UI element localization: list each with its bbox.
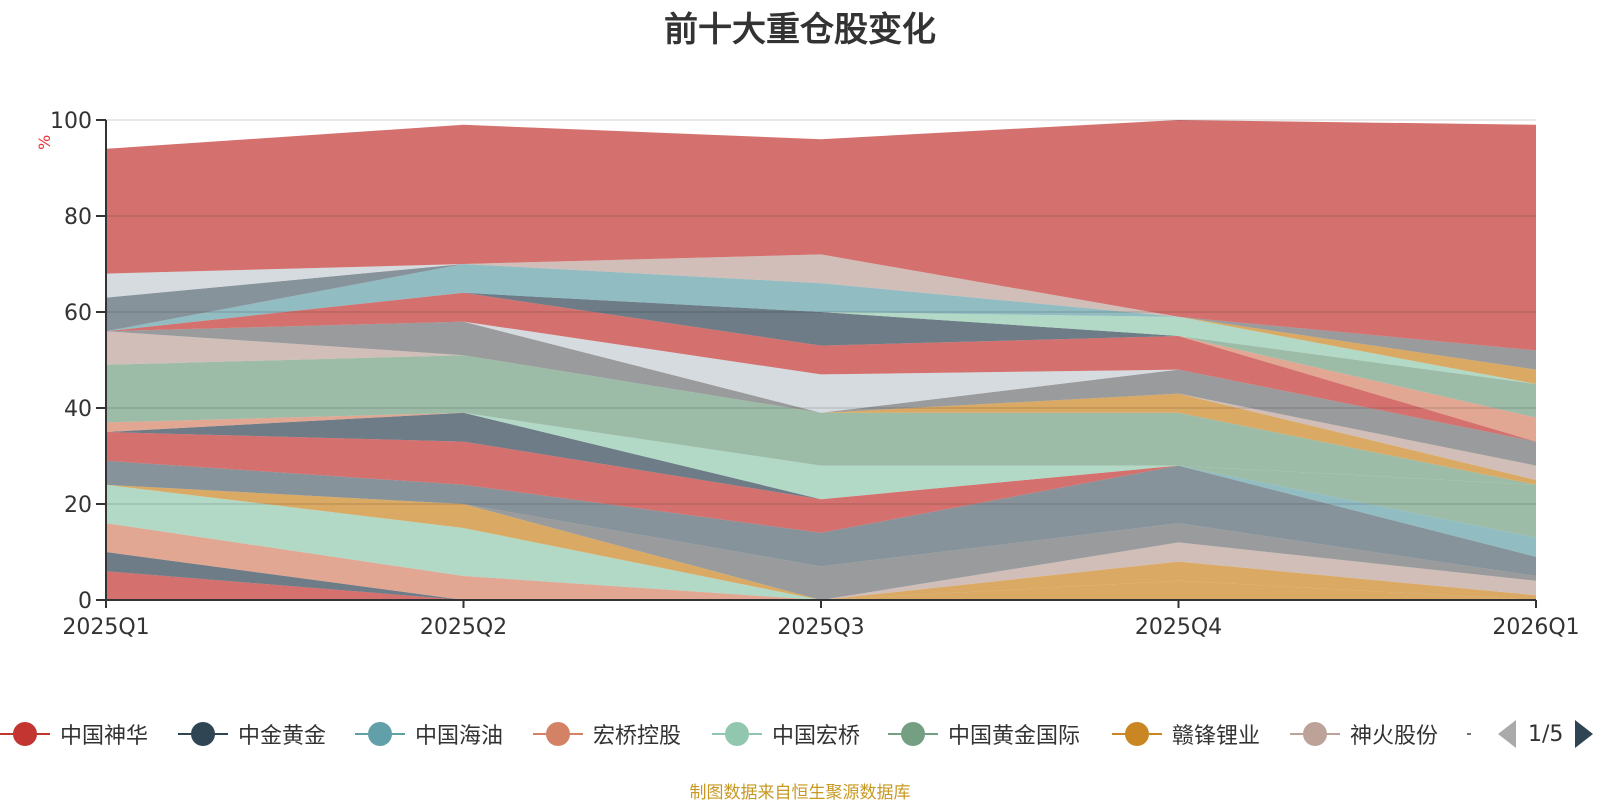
legend-item[interactable]: 赣锋锂业 [1112, 714, 1260, 754]
y-tick-label: 80 [64, 205, 92, 230]
legend-label: 中国宏桥 [772, 724, 861, 749]
legend-marker-icon [533, 719, 583, 749]
legend-label: 中国神华 [60, 724, 149, 749]
legend-item[interactable]: 宏桥控股 [533, 714, 681, 754]
area-band-13 [106, 412, 1536, 500]
area-band-17 [106, 355, 1536, 485]
x-tick-label: 2025Q4 [1135, 615, 1222, 640]
area-band-21 [106, 292, 1536, 442]
area-band-19 [106, 321, 1536, 466]
legend-marker-icon [1290, 719, 1340, 749]
legend-marker-icon [178, 719, 228, 749]
pager-text: 1/5 [1528, 721, 1564, 747]
area-band-4 [106, 484, 1536, 600]
area-band-2 [106, 523, 1536, 600]
legend-item[interactable]: 神火股份 [1290, 714, 1438, 754]
legend-item[interactable]: 中国宏桥 [712, 714, 860, 754]
y-tick-label: 20 [64, 493, 92, 518]
legend-item[interactable]: 中国海油 [355, 714, 503, 754]
chart-title: 前十大重仓股变化 [664, 10, 936, 50]
grid-lines [106, 119, 1536, 505]
area-band-18 [106, 331, 1536, 480]
legend-item[interactable]: 中国神华 [0, 714, 148, 754]
legend-marker-icon [355, 719, 405, 749]
area-band-9 [106, 460, 1536, 576]
legend-pager: 1/5 [1498, 714, 1594, 754]
area-band-28 [106, 264, 1536, 351]
area-band-7 [106, 542, 1536, 600]
pager-prev-icon[interactable] [1498, 720, 1516, 748]
area-band-15 [106, 412, 1536, 485]
legend-marker-icon [1467, 719, 1471, 749]
legend-label: 宏桥控股 [593, 724, 682, 749]
legend-item-partial [1467, 714, 1481, 754]
legend-label: 中国海油 [415, 724, 504, 749]
legend-label: 神火股份 [1350, 724, 1439, 749]
area-band-3 [106, 484, 1536, 600]
legend-label: 赣锋锂业 [1172, 724, 1261, 749]
area-band-8 [106, 504, 1536, 600]
y-tick-label: 40 [64, 397, 92, 422]
pager-next-icon[interactable] [1575, 720, 1594, 748]
area-band-24 [106, 292, 1536, 384]
legend-marker-icon [888, 719, 938, 749]
y-tick-label: 100 [50, 109, 92, 134]
area-band-32 [106, 120, 1536, 351]
legend-marker-icon [712, 719, 762, 749]
legend-label: 中金黄金 [238, 724, 327, 749]
legend-item[interactable]: 中金黄金 [178, 714, 326, 754]
area-chart: 0 20 40 60 80 100 2025Q1 2025Q2 2025Q3 2025Q4 2026… [50, 109, 1580, 640]
area-band-12 [106, 432, 1536, 533]
area-band-30 [106, 254, 1536, 351]
x-tick-label: 2026Q1 [1492, 615, 1579, 640]
area-bands [106, 120, 1536, 600]
legend-marker-icon [0, 719, 50, 749]
legend-item[interactable]: 中国黄金国际 [888, 714, 1080, 754]
area-band-20 [106, 321, 1536, 442]
area-band-14 [106, 412, 1536, 500]
area-band-25 [106, 292, 1536, 384]
legend: 中国神华 中金黄金 中国海油 宏桥控股 中国宏桥 中国黄金国际 赣锋锂业 神火股份 [0, 714, 1600, 754]
area-band-0 [106, 571, 1536, 600]
x-tick-label: 2025Q1 [62, 615, 149, 640]
x-tick-label: 2025Q3 [777, 615, 864, 640]
legend-label: 中国黄金国际 [948, 724, 1081, 749]
area-band-16 [106, 355, 1536, 485]
legend-marker-icon [1112, 719, 1162, 749]
x-tick-label: 2025Q2 [420, 615, 507, 640]
area-band-11 [106, 465, 1536, 600]
y-tick-label: 0 [78, 589, 92, 614]
area-band-5 [106, 580, 1536, 600]
axes: 0 20 40 60 80 100 2025Q1 2025Q2 2025Q3 2025Q4 2026… [50, 109, 1580, 640]
y-tick-label: 60 [64, 301, 92, 326]
area-band-6 [106, 561, 1536, 600]
data-source-note: 制图数据来自恒生聚源数据库 [689, 783, 911, 803]
